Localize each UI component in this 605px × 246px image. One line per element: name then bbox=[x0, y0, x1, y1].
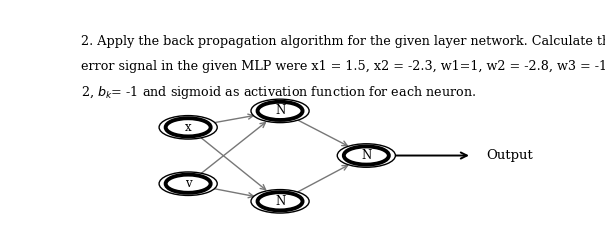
Circle shape bbox=[166, 118, 211, 137]
Text: N: N bbox=[275, 104, 285, 117]
Text: x: x bbox=[185, 121, 191, 134]
Circle shape bbox=[258, 192, 302, 210]
Circle shape bbox=[159, 116, 217, 139]
Circle shape bbox=[258, 102, 302, 120]
Text: N: N bbox=[361, 149, 371, 162]
Text: 2, $b_k$= -1 and sigmoid as activation function for each neuron.: 2, $b_k$= -1 and sigmoid as activation f… bbox=[81, 84, 477, 101]
Text: v: v bbox=[185, 177, 191, 190]
Circle shape bbox=[251, 190, 309, 213]
Circle shape bbox=[344, 146, 389, 165]
Circle shape bbox=[337, 144, 396, 167]
Text: N: N bbox=[275, 195, 285, 208]
Circle shape bbox=[159, 172, 217, 196]
Text: 2. Apply the back propagation algorithm for the given layer network. Calculate t: 2. Apply the back propagation algorithm … bbox=[81, 35, 605, 48]
Circle shape bbox=[166, 175, 211, 193]
Text: error signal in the given MLP were x1 = 1.5, x2 = -2.3, w1=1, w2 = -2.8, w3 = -1: error signal in the given MLP were x1 = … bbox=[81, 60, 605, 73]
Circle shape bbox=[251, 99, 309, 123]
Text: Output: Output bbox=[486, 149, 532, 162]
